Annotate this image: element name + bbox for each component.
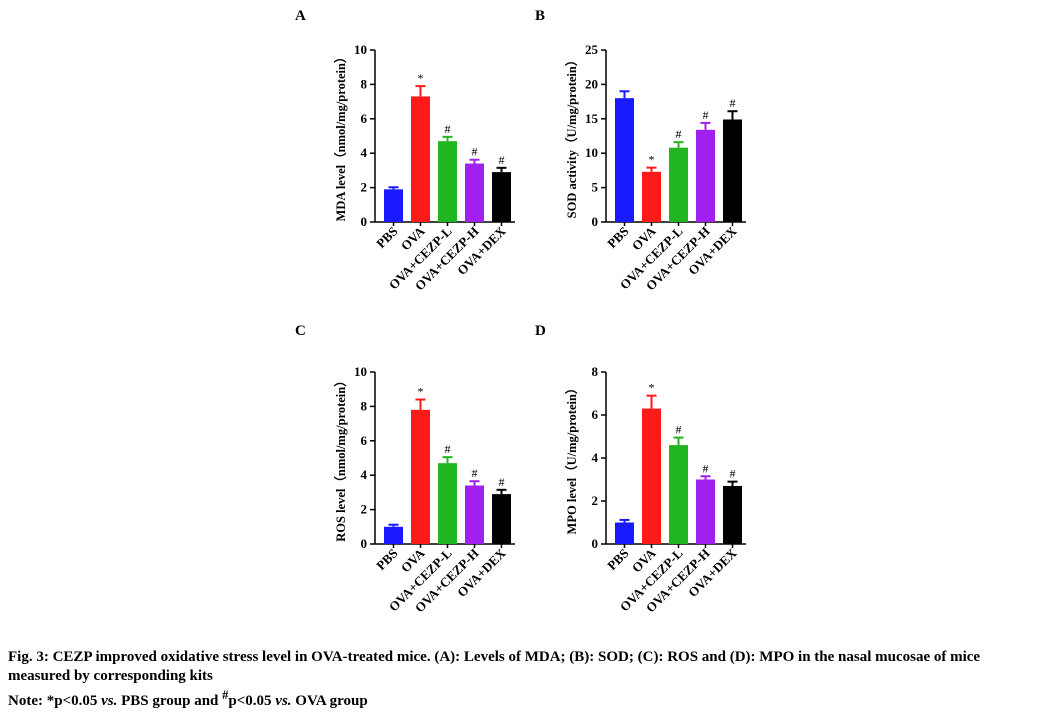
bar-ova-dex [492,494,511,544]
significance-mark: # [499,475,505,489]
panel-letter: A [295,8,306,24]
x-tick-label: PBS [604,224,631,251]
y-tick-label: 2 [361,502,368,517]
y-tick-label: 8 [361,398,368,413]
y-tick-label: 10 [354,364,367,379]
significance-mark: # [703,108,709,122]
caption-title: Fig. 3: CEZP improved oxidative stress l… [8,649,981,684]
y-tick-label: 25 [585,42,599,57]
y-tick-label: 2 [592,493,599,508]
y-axis-label: MDA level（nmol/mg/protein） [333,51,348,222]
significance-mark: # [676,423,682,437]
y-tick-label: 6 [361,433,368,448]
bar-ova-cezp-l [669,445,688,544]
bar-ova-cezp-l [669,147,688,222]
bar-ova-cezp-h [465,485,484,544]
note-end: OVA group [291,693,368,709]
y-tick-label: 0 [361,536,368,551]
y-tick-label: 0 [592,536,599,551]
y-axis-label: SOD activity（U/mg/protein） [564,54,579,219]
bar-ova-cezp-h [696,129,715,222]
significance-mark: * [649,153,655,167]
y-tick-label: 0 [592,214,599,229]
panel-letter: B [535,8,545,24]
caption-note: Note: *p<0.05 vs. PBS group and #p<0.05 … [8,686,1040,711]
y-tick-label: 4 [592,450,599,465]
bar-ova-cezp-h [465,163,484,222]
note-mid: PBS group and [117,693,223,709]
significance-mark: # [445,122,451,136]
bar-pbs [615,98,634,222]
significance-mark: # [676,127,682,141]
significance-mark: # [445,442,451,456]
y-tick-label: 0 [361,214,368,229]
significance-mark: # [703,461,709,475]
y-tick-label: 5 [592,180,599,195]
bar-ova-cezp-l [438,463,457,544]
y-tick-label: 6 [592,407,599,422]
y-axis-label: MPO level（U/mg/protein） [564,382,579,535]
figure-caption: Fig. 3: CEZP improved oxidative stress l… [8,648,1040,711]
bar-ova [642,408,661,544]
bar-ova-dex [723,119,742,222]
significance-mark: # [472,145,478,159]
y-tick-label: 2 [361,180,368,195]
y-axis-label: ROS level（nmol/mg/protein） [333,374,348,541]
bar-ova-cezp-h [696,479,715,544]
significance-mark: # [730,96,736,110]
x-tick-label: PBS [373,224,400,251]
y-tick-label: 10 [354,42,367,57]
significance-mark: # [472,466,478,480]
bar-ova-cezp-l [438,141,457,222]
panel-letter: D [535,323,546,339]
bar-ova [642,171,661,222]
note-prefix: Note: *p<0.05 [8,693,102,709]
panel-b: B 0 5 10 15 20 25 SOD activity（U/mg/protein） PBS… [535,8,746,293]
panel-letter: C [295,323,306,339]
significance-mark: * [418,71,424,85]
bar-pbs [384,189,403,222]
bar-ova-dex [492,172,511,222]
note-hash: # [222,688,229,702]
y-tick-label: 4 [361,467,368,482]
note-vs-1: vs. [101,693,118,709]
significance-mark: # [499,153,505,167]
y-tick-label: 15 [585,111,599,126]
x-tick-label: PBS [604,546,631,573]
bar-ova-dex [723,485,742,544]
significance-mark: # [730,467,736,481]
bar-pbs [615,522,634,544]
note-vs-2: vs. [275,693,292,709]
y-tick-label: 4 [361,145,368,160]
x-tick-label: PBS [373,546,400,573]
bar-ova [411,96,430,222]
y-tick-label: 8 [361,76,368,91]
significance-mark: * [418,385,424,399]
note-p2: p<0.05 [228,693,276,709]
bar-pbs [384,526,403,544]
y-tick-label: 20 [585,76,598,91]
significance-mark: * [649,381,655,395]
y-tick-label: 8 [592,364,599,379]
y-tick-label: 6 [361,111,368,126]
y-tick-label: 10 [585,145,598,160]
bar-ova [411,409,430,544]
